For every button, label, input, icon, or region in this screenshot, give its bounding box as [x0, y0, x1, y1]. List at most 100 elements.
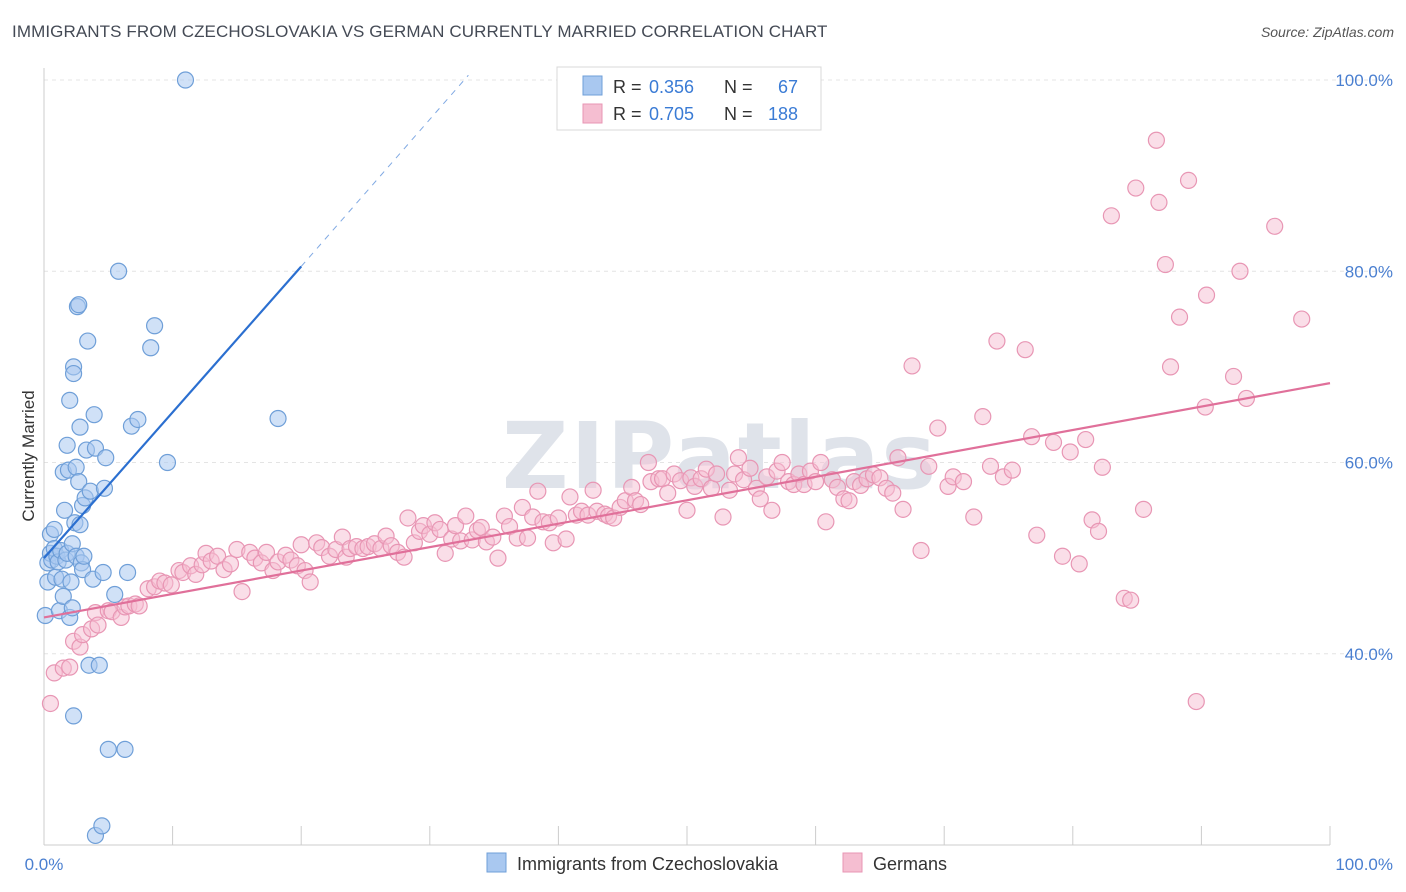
y-tick-label-2: 80.0%	[1345, 262, 1393, 281]
germans-point-159	[954, 473, 973, 491]
germans-point-175	[1089, 522, 1108, 540]
germans-point-120	[714, 508, 732, 526]
germans-point-182	[1147, 131, 1165, 149]
czech-point-51	[93, 817, 111, 835]
germans-point-169	[1044, 433, 1063, 452]
legend-swatch-germans	[582, 103, 603, 124]
germans-point-73	[457, 507, 475, 525]
germans-point-188	[1187, 692, 1205, 711]
germans-point-187	[1179, 171, 1198, 190]
x-tick-label-1: 100.0%	[1335, 855, 1393, 874]
czech-point-23	[62, 573, 80, 591]
germans-point-163	[988, 332, 1006, 350]
germans-point-156	[929, 419, 947, 437]
germans-point-173	[1077, 430, 1095, 449]
bottom-legend-swatch-germans	[842, 852, 863, 873]
czech-point-7	[45, 520, 63, 539]
germans-point-79	[489, 549, 507, 567]
czech-point-52	[94, 563, 112, 582]
czech-point-36	[71, 418, 89, 436]
germans-point-150	[884, 484, 902, 502]
germans-point-110	[659, 484, 677, 502]
germans-point-125	[741, 459, 759, 477]
bottom-legend-label-germans: Germans	[873, 854, 947, 874]
germans-point-162	[981, 457, 1000, 475]
germans-point-160	[965, 508, 983, 526]
germans-point-191	[1224, 367, 1243, 386]
y-tick-label-1: 60.0%	[1345, 454, 1393, 473]
czech-trend-line	[43, 265, 303, 559]
germans-point-131	[773, 453, 791, 472]
germans-point-166	[1016, 341, 1034, 359]
legend-swatch-czech	[582, 75, 603, 96]
germans-point-21	[162, 576, 180, 594]
axes	[43, 68, 1331, 846]
germans-point-91	[557, 530, 575, 548]
czech-point-54	[97, 449, 115, 467]
czech-point-31	[67, 458, 85, 476]
czech-point-43	[79, 332, 97, 350]
source-label: Source: ZipAtlas.com	[1260, 24, 1394, 40]
germans-point-168	[1028, 526, 1046, 544]
czech-point-50	[90, 656, 108, 674]
czech-point-27	[64, 364, 83, 383]
legend-n-label-1: N =	[724, 77, 753, 97]
germans-trend-line	[43, 382, 1331, 619]
germans-point-176	[1093, 458, 1111, 476]
grid-lines	[44, 79, 1392, 655]
germans-point-45	[301, 573, 319, 591]
germans-point-185	[1161, 358, 1180, 376]
czech-point-40	[75, 547, 93, 565]
germans-point-113	[678, 501, 696, 519]
czech-point-22	[61, 391, 79, 409]
czech-point-19	[58, 436, 76, 454]
germans-point-43	[292, 536, 310, 554]
germans-point-86	[529, 482, 547, 500]
germans-point-177	[1102, 207, 1120, 225]
czech-point-57	[109, 262, 128, 280]
bottom-legend-swatch-czech	[486, 852, 507, 873]
legend-r-label-1: R =	[613, 77, 642, 97]
czech-point-34	[70, 473, 88, 491]
czech-point-16	[55, 501, 74, 519]
czech-points	[36, 71, 287, 845]
czech-point-33	[70, 296, 88, 314]
y-axis-title: Currently Married	[19, 390, 38, 521]
germans-point-161	[974, 408, 992, 426]
czech-point-56	[106, 585, 124, 604]
germans-point-127	[751, 490, 769, 508]
germans-point-84	[518, 529, 537, 547]
tick-labels: 40.0% 60.0% 80.0% 100.0% 0.0% 100.0%	[25, 71, 1393, 874]
germans-point-3	[61, 658, 79, 676]
germans-point-62	[399, 509, 417, 527]
czech-point-55	[99, 740, 117, 758]
germans-point-121	[720, 481, 739, 499]
germans-point-180	[1127, 179, 1145, 197]
chart-title: IMMIGRANTS FROM CZECHOSLOVAKIA VS GERMAN…	[12, 22, 828, 41]
germans-point-155	[920, 457, 938, 475]
y-tick-label-3: 100.0%	[1335, 71, 1393, 90]
germans-point-153	[903, 357, 921, 375]
germans-point-92	[561, 488, 579, 506]
germans-point-192	[1231, 262, 1249, 280]
czech-point-47	[85, 406, 103, 424]
czech-point-61	[129, 410, 147, 429]
germans-point-183	[1150, 193, 1168, 211]
czech-point-58	[116, 740, 134, 758]
germans-point-139	[817, 513, 835, 531]
germans-point-129	[763, 501, 781, 519]
germans-point-170	[1053, 547, 1072, 565]
czech-point-65	[176, 71, 195, 89]
bottom-legend-label-czech: Immigrants from Czechoslovakia	[517, 854, 779, 874]
germans-point-152	[894, 500, 912, 518]
germans-point-33	[233, 582, 251, 601]
germans-point-184	[1156, 255, 1174, 274]
czech-point-45	[81, 482, 99, 500]
czech-point-28	[64, 707, 83, 725]
germans-point-143	[840, 492, 858, 510]
germans-point-194	[1266, 217, 1284, 235]
germans-point-0	[41, 694, 60, 713]
germans-point-195	[1293, 310, 1311, 328]
germans-point-171	[1061, 443, 1079, 461]
